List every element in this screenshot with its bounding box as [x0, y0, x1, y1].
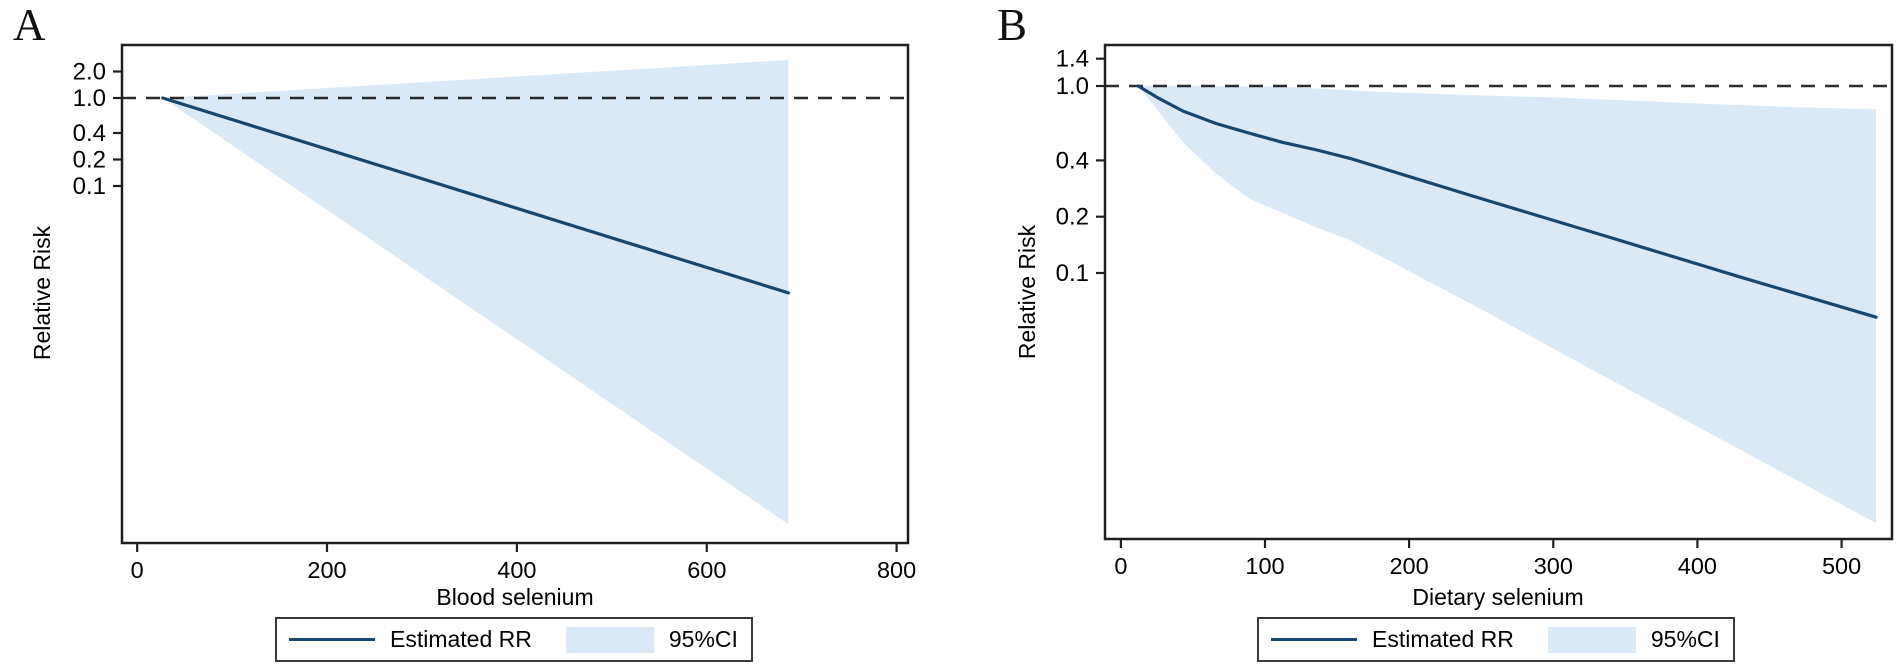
panel-label-a: A [13, 0, 46, 50]
y-tick-label: 1.0 [1056, 73, 1089, 100]
x-tick-label: 100 [1245, 553, 1284, 579]
x-tick-label: 400 [497, 557, 536, 583]
y-tick-label: 2.0 [73, 59, 106, 86]
y-tick-label: 1.0 [73, 85, 106, 112]
estimated-rr-line [1136, 84, 1878, 319]
x-tick-label: 500 [1822, 553, 1861, 579]
estimated-rr-line-swatch [1271, 638, 1357, 641]
panel-b-plot: 0 100 200 300 400 500 1.41.0 0.4 0.2 0.1 [1056, 43, 1894, 579]
y-tick-label: 0.4 [1056, 147, 1089, 174]
x-tick-label: 800 [877, 557, 916, 583]
ci-band [1138, 86, 1877, 524]
plot-frame [120, 43, 910, 545]
estimated-rr-line [161, 96, 791, 295]
y-tick-label: 0.4 [73, 120, 106, 147]
ci-band-swatch [1547, 626, 1636, 653]
x-tick-label: 400 [1678, 553, 1717, 579]
legend-label-95ci: 95%CI [668, 626, 738, 652]
legend-label-95ci: 95%CI [1650, 626, 1720, 652]
ci-band-swatch [565, 626, 654, 653]
estimated-rr-line-swatch [289, 638, 375, 641]
x-tick-label: 0 [131, 557, 144, 583]
x-tick-label: 0 [1114, 553, 1127, 579]
y-axis-label-panel-b: Relative Risk [1014, 224, 1040, 360]
x-tick-label: 200 [307, 557, 346, 583]
panel-label-b: B [997, 0, 1028, 50]
y-tick-label: 1.4 [1056, 46, 1089, 73]
legend-label-estimated-rr: Estimated RR [1372, 626, 1514, 652]
x-tick-label: 200 [1389, 553, 1428, 579]
panel-a-plot: 0 200 400 600 800 2.01.0 0.40.20.1 [73, 43, 916, 583]
ci-band [162, 60, 789, 525]
y-tick-label: 0.1 [73, 173, 106, 200]
y-tick-label: 0.2 [1056, 204, 1089, 231]
plot-frame [1103, 43, 1894, 541]
x-axis-label-panel-a: Blood selenium [436, 584, 594, 610]
x-tick-label: 600 [687, 557, 726, 583]
y-axis-label-panel-a: Relative Risk [29, 225, 55, 361]
x-tick-label: 300 [1534, 553, 1573, 579]
legend-label-estimated-rr: Estimated RR [390, 626, 532, 652]
y-tick-label: 0.2 [73, 147, 106, 174]
x-axis-label-panel-b: Dietary selenium [1412, 584, 1584, 610]
legend-panel-b: Estimated RR 95%CI [1257, 617, 1735, 662]
legend-panel-a: Estimated RR 95%CI [275, 617, 753, 662]
y-tick-label: 0.1 [1056, 260, 1089, 287]
